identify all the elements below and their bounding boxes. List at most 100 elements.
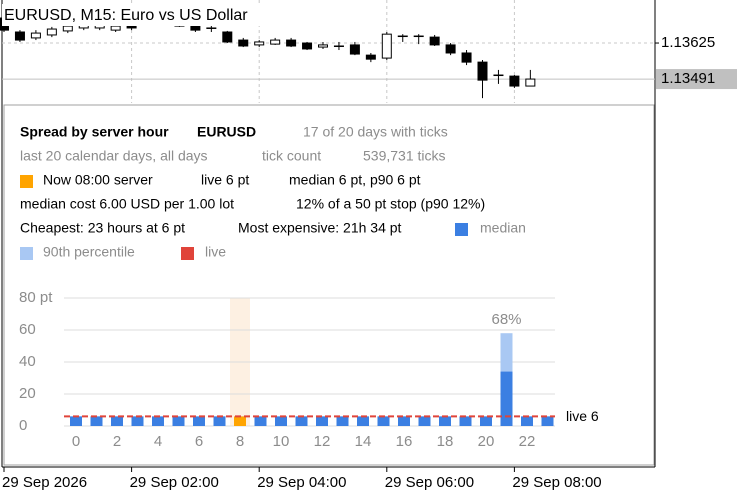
candle-body: [429, 36, 440, 46]
candle-body: [461, 52, 472, 63]
x-tick-label: 16: [396, 433, 413, 450]
candle-body: [238, 39, 249, 47]
bar: [131, 416, 144, 426]
candle-body: [62, 25, 73, 32]
x-tick-label: 14: [355, 433, 372, 450]
time-label: 29 Sep 04:00: [257, 474, 346, 491]
last-price-box: [656, 69, 737, 90]
y-tick-label: 60: [19, 321, 36, 338]
y-tick-label: 40: [19, 353, 36, 370]
bar: [295, 416, 308, 426]
candle-body: [365, 54, 376, 60]
legend-swatch: [20, 247, 33, 260]
bar: [521, 416, 533, 426]
bar: [357, 416, 369, 426]
candle-body: [286, 39, 297, 47]
x-tick-label: 8: [236, 433, 244, 450]
time-label: 29 Sep 08:00: [512, 474, 601, 491]
x-tick-label: 22: [519, 433, 536, 450]
bar: [541, 416, 554, 426]
candle-body: [206, 27, 217, 29]
x-tick-label: 18: [437, 433, 454, 450]
y-tick-label: 80 pt: [19, 289, 53, 306]
time-label: 29 Sep 02:00: [130, 474, 219, 491]
candle-body: [302, 42, 313, 50]
candle-body: [525, 78, 536, 87]
candle-body: [254, 41, 265, 46]
tick-count-label: tick count: [262, 148, 321, 164]
chart-title: EURUSD, M15: Euro vs US Dollar: [4, 7, 248, 24]
title-bg: [2, 4, 294, 26]
bar: [418, 416, 431, 426]
bar: [459, 416, 472, 426]
time-label: 29 Sep 2026: [2, 474, 87, 491]
candle-body: [445, 44, 456, 54]
y-tick-label: 20: [19, 385, 36, 402]
legend-label: 90th percentile: [43, 244, 135, 260]
coverage: 17 of 20 days with ticks: [303, 124, 448, 140]
candle-body: [509, 75, 520, 87]
candle-body: [14, 31, 25, 41]
time-label: 29 Sep 06:00: [385, 474, 474, 491]
bar: [90, 416, 103, 426]
bar: [70, 416, 82, 426]
bar: [336, 416, 349, 426]
candle-body: [110, 25, 121, 31]
x-tick-label: 2: [113, 433, 121, 450]
bar: [234, 416, 246, 426]
legend-swatch: [181, 247, 194, 260]
spread-panel: [3, 104, 655, 466]
candle-body: [493, 74, 504, 77]
expensive: Most expensive: 21h 34 pt: [238, 220, 402, 236]
stop: 12% of a 50 pt stop (p90 12%): [296, 196, 485, 212]
bar: [193, 416, 205, 426]
legend-swatch: [455, 223, 468, 236]
candle-body: [333, 45, 344, 47]
median-p90: median 6 pt, p90 6 pt: [289, 172, 421, 188]
bar: [111, 416, 123, 426]
x-tick-label: 20: [478, 433, 495, 450]
candle-body: [413, 35, 424, 38]
cost: median cost 6.00 USD per 1.00 lot: [20, 196, 234, 212]
panel-title: Spread by server hour: [20, 124, 169, 140]
bar: [377, 416, 390, 426]
candle-body: [270, 39, 281, 45]
bar: [500, 371, 513, 426]
candle-body: [397, 35, 408, 38]
candle-body: [222, 31, 233, 43]
legend-label: median: [480, 220, 526, 236]
x-tick-label: 0: [72, 433, 80, 450]
live-line-label: live 6: [566, 408, 599, 424]
now-label: Now 08:00 server: [43, 172, 153, 188]
bar: [316, 416, 328, 426]
tick-count: 539,731 ticks: [363, 148, 446, 164]
candle-body: [30, 32, 41, 39]
last-price-label: 1.13491: [661, 70, 715, 87]
candle-body: [381, 33, 392, 59]
legend-label: live: [205, 244, 226, 260]
peak-annotation: 68%: [491, 311, 521, 328]
x-tick-label: 4: [154, 433, 162, 450]
bar: [152, 416, 164, 426]
price-tick-label: 1.13625: [661, 34, 715, 51]
x-tick-label: 6: [195, 433, 203, 450]
bar: [254, 416, 267, 426]
bar: [439, 416, 451, 426]
candle-body: [46, 28, 57, 36]
x-tick-label: 10: [273, 433, 290, 450]
panel-symbol: EURUSD: [197, 124, 256, 140]
candle-body: [477, 61, 488, 81]
y-tick-label: 0: [19, 417, 27, 434]
bar: [275, 416, 287, 426]
x-tick-label: 12: [314, 433, 331, 450]
window: last 20 calendar days, all days: [20, 148, 208, 164]
bar: [480, 416, 492, 426]
bar: [172, 416, 185, 426]
bar: [398, 416, 410, 426]
candle-body: [349, 44, 360, 55]
live-label: live 6 pt: [201, 172, 249, 188]
candle-body: [318, 44, 328, 48]
cheapest: Cheapest: 23 hours at 6 pt: [20, 220, 185, 236]
